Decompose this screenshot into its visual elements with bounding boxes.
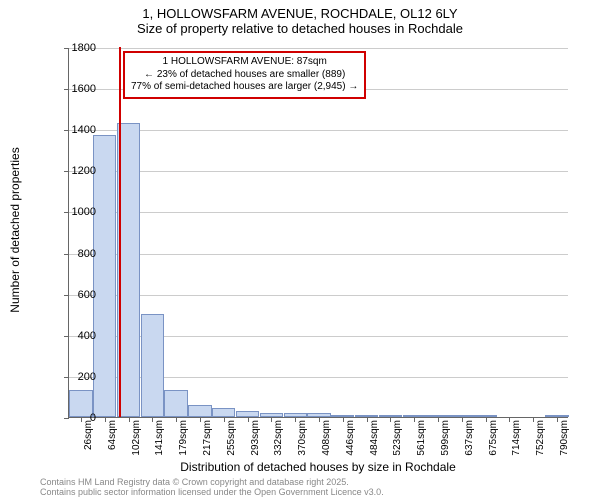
x-tick-label: 370sqm [297,420,308,470]
chart-container: 1, HOLLOWSFARM AVENUE, ROCHDALE, OL12 6L… [0,0,600,500]
x-tick-mark [343,417,344,422]
x-tick-label: 141sqm [154,420,165,470]
x-tick-label: 293sqm [250,420,261,470]
gridline [69,48,568,49]
gridline [69,171,568,172]
title-line2: Size of property relative to detached ho… [0,21,600,36]
footer: Contains HM Land Registry data © Crown c… [40,478,384,498]
x-tick-mark [319,417,320,422]
gridline [69,295,568,296]
gridline [69,254,568,255]
y-tick-label: 600 [56,289,96,301]
x-tick-label: 64sqm [107,420,118,470]
callout-line3: 77% of semi-detached houses are larger (… [131,81,358,94]
bar [212,408,235,417]
x-tick-label: 332sqm [273,420,284,470]
x-tick-mark [200,417,201,422]
y-tick-label: 1600 [56,83,96,95]
plot-area: 1 HOLLOWSFARM AVENUE: 87sqm← 23% of deta… [68,48,568,418]
x-tick-mark [557,417,558,422]
y-tick-label: 1800 [56,42,96,54]
bar [188,405,211,417]
y-tick-label: 400 [56,330,96,342]
x-tick-label: 255sqm [226,420,237,470]
x-tick-mark [224,417,225,422]
x-tick-label: 675sqm [488,420,499,470]
bar [141,314,164,417]
x-tick-mark [176,417,177,422]
x-tick-label: 26sqm [83,420,94,470]
x-tick-mark [248,417,249,422]
x-tick-label: 599sqm [440,420,451,470]
y-axis-label: Number of detached properties [8,147,22,312]
callout-line2: ← 23% of detached houses are smaller (88… [131,69,358,82]
callout-line1: 1 HOLLOWSFARM AVENUE: 87sqm [131,56,358,69]
x-tick-label: 408sqm [321,420,332,470]
gridline [69,212,568,213]
x-tick-label: 714sqm [511,420,522,470]
x-tick-label: 561sqm [416,420,427,470]
marker-line [119,47,121,417]
x-tick-label: 102sqm [131,420,142,470]
title-block: 1, HOLLOWSFARM AVENUE, ROCHDALE, OL12 6L… [0,0,600,36]
x-tick-mark [486,417,487,422]
x-tick-label: 790sqm [559,420,570,470]
bar [93,135,116,417]
x-tick-mark [367,417,368,422]
x-tick-label: 446sqm [345,420,356,470]
x-tick-mark [105,417,106,422]
y-tick-label: 200 [56,371,96,383]
callout-box: 1 HOLLOWSFARM AVENUE: 87sqm← 23% of deta… [123,51,366,99]
gridline [69,130,568,131]
title-line1: 1, HOLLOWSFARM AVENUE, ROCHDALE, OL12 6L… [0,6,600,21]
x-tick-label: 752sqm [535,420,546,470]
x-tick-label: 637sqm [464,420,475,470]
y-tick-label: 1200 [56,165,96,177]
y-tick-label: 800 [56,248,96,260]
footer-line2: Contains public sector information licen… [40,488,384,498]
bar [164,390,187,417]
x-tick-label: 217sqm [202,420,213,470]
x-tick-mark [438,417,439,422]
x-tick-mark [462,417,463,422]
x-tick-label: 523sqm [392,420,403,470]
y-tick-label: 1400 [56,124,96,136]
x-tick-mark [129,417,130,422]
y-tick-label: 1000 [56,206,96,218]
x-tick-label: 484sqm [369,420,380,470]
x-tick-label: 179sqm [178,420,189,470]
